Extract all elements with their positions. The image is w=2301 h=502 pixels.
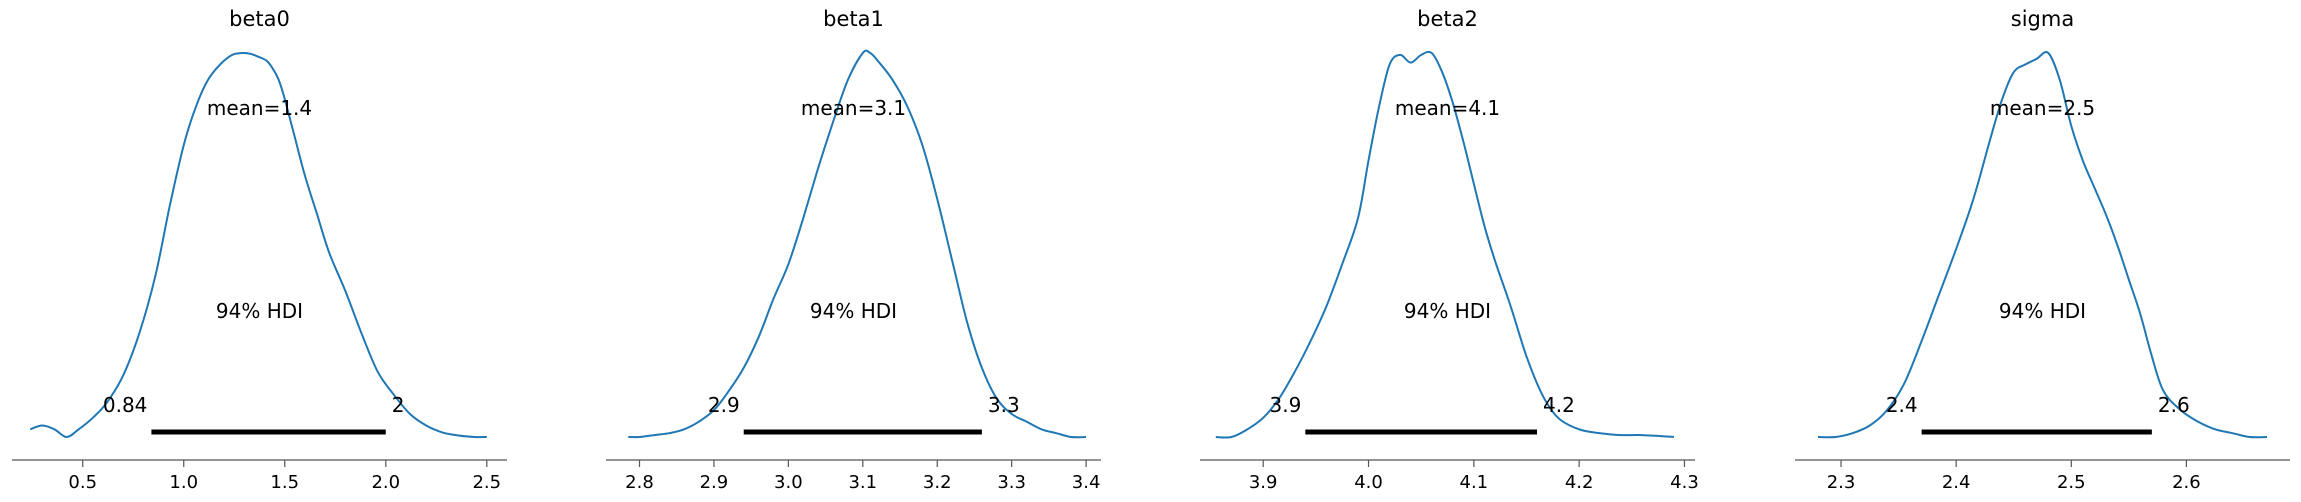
hdi-high-label: 2.6 xyxy=(2158,393,2190,417)
hdi-label: 94% HDI xyxy=(810,299,897,323)
x-tick-label: 2.8 xyxy=(625,472,654,493)
hdi-label: 94% HDI xyxy=(1999,299,2086,323)
x-tick-label: 3.0 xyxy=(774,472,803,493)
panel-title: beta0 xyxy=(229,7,290,31)
density-line-beta0 xyxy=(29,51,487,439)
hdi-low-label: 3.9 xyxy=(1270,393,1302,417)
mean-label: mean=2.5 xyxy=(1990,96,2095,120)
panel-title: sigma xyxy=(2011,7,2074,31)
hdi-low-label: 0.84 xyxy=(103,393,148,417)
posterior-panel-beta1: beta1 mean=3.1 94% HDI 2.9 3.3 2.8 2.9 3.0 3.1 3.… xyxy=(606,7,1101,493)
x-tick-label: 0.5 xyxy=(68,472,97,493)
x-tick-label: 2.0 xyxy=(371,472,400,493)
x-tick-label: 1.0 xyxy=(169,472,198,493)
panel-title: beta1 xyxy=(823,7,884,31)
mean-label: mean=1.4 xyxy=(207,96,312,120)
hdi-high-label: 3.3 xyxy=(988,393,1020,417)
hdi-high-label: 2 xyxy=(392,393,405,417)
x-tick-label: 3.9 xyxy=(1249,472,1278,493)
x-tick-label: 3.2 xyxy=(923,472,952,493)
x-tick-label: 2.5 xyxy=(2057,472,2086,493)
posterior-panel-beta0: beta0 mean=1.4 94% HDI 0.84 2 0.5 1.0 1.5 2.0 2.5 xyxy=(12,7,507,493)
hdi-high-label: 4.2 xyxy=(1543,393,1575,417)
x-tick-label: 3.1 xyxy=(848,472,877,493)
hdi-label: 94% HDI xyxy=(1404,299,1491,323)
x-tick-label: 4.3 xyxy=(1670,472,1699,493)
density-line-beta2 xyxy=(1215,50,1674,439)
x-tick-label: 2.4 xyxy=(1942,472,1971,493)
density-line-beta1 xyxy=(628,49,1087,439)
panel-title: beta2 xyxy=(1417,7,1478,31)
mean-label: mean=3.1 xyxy=(801,96,906,120)
posterior-panel-beta2: beta2 mean=4.1 94% HDI 3.9 4.2 3.9 4.0 4.1 4.2 4.… xyxy=(1200,7,1699,493)
x-tick-label: 3.3 xyxy=(997,472,1026,493)
x-tick-label: 2.6 xyxy=(2172,472,2201,493)
x-tick-label: 2.5 xyxy=(472,472,501,493)
hdi-low-label: 2.9 xyxy=(708,393,740,417)
x-tick-label: 2.3 xyxy=(1827,472,1856,493)
mean-label: mean=4.1 xyxy=(1395,96,1500,120)
x-tick-label: 1.5 xyxy=(270,472,299,493)
density-line-sigma xyxy=(1817,51,2268,439)
x-tick-label: 3.4 xyxy=(1072,472,1101,493)
hdi-low-label: 2.4 xyxy=(1886,393,1918,417)
posterior-panel-sigma: sigma mean=2.5 94% HDI 2.4 2.6 2.3 2.4 2.5 2.6 xyxy=(1795,7,2290,493)
x-tick-label: 2.9 xyxy=(700,472,729,493)
x-tick-label: 4.2 xyxy=(1565,472,1594,493)
hdi-label: 94% HDI xyxy=(216,299,303,323)
x-tick-label: 4.0 xyxy=(1354,472,1383,493)
x-tick-label: 4.1 xyxy=(1460,472,1489,493)
